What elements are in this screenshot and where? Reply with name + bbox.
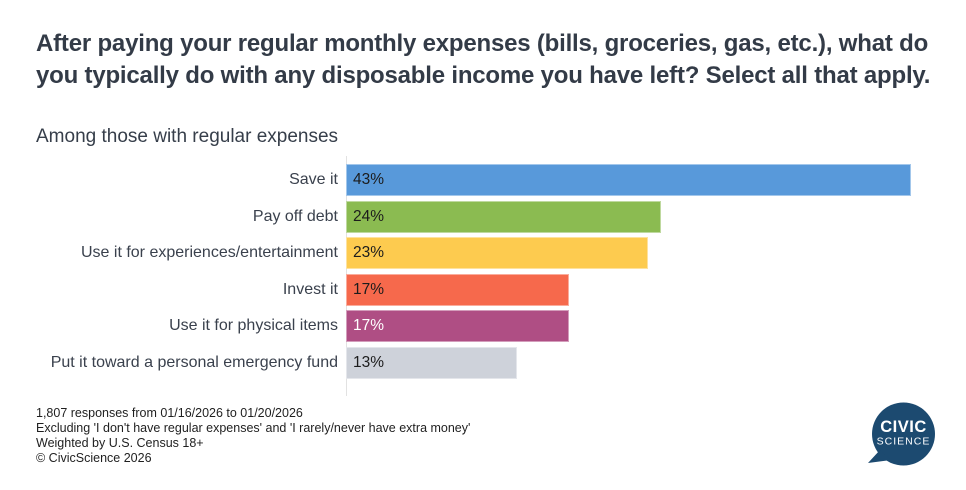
category-label: Pay off debt [252, 207, 338, 225]
logo-text-science: SCIENCE [877, 436, 931, 448]
bar-value-label: 13% [353, 353, 385, 371]
bar-row: Pay off debt 24% [28, 200, 938, 233]
bar: 13% [346, 346, 517, 379]
bar-value-label: 43% [353, 171, 385, 188]
bar-value-label: 23% [353, 244, 385, 261]
bar-row: Use it for experiences/entertainment 23% [28, 237, 938, 269]
bar: 17% [346, 273, 570, 306]
logo-bubble-tail [868, 450, 891, 463]
bar: 17% [346, 310, 570, 342]
bar: 24% [346, 200, 662, 233]
footnote-exclusions: Excluding 'I don't have regular expenses… [36, 421, 471, 435]
footnote-responses: 1,807 responses from 01/16/2026 to 01/20… [36, 406, 303, 420]
footnote-copyright: © CivicScience 2026 [36, 451, 152, 465]
footnote-weighting: Weighted by U.S. Census 18+ [36, 436, 204, 450]
bar-value-label: 24% [353, 207, 385, 225]
category-label: Put it toward a personal emergency fund [50, 353, 338, 371]
bar-row: Use it for physical items 17% [28, 310, 938, 342]
chart-title: After paying your regular monthly expens… [36, 30, 931, 89]
category-label: Use it for experiences/entertainment [80, 244, 338, 261]
category-label: Save it [289, 171, 338, 188]
category-label: Invest it [282, 280, 338, 298]
bar-value-label: 17% [353, 280, 385, 298]
logo-text-civic: CIVIC [880, 418, 927, 436]
chart-footnotes: 1,807 responses from 01/16/2026 to 01/20… [36, 406, 470, 466]
bar: 23% [346, 237, 649, 269]
bar-row: Save it 43% [28, 164, 938, 196]
chart-subtitle: Among those with regular expenses [36, 126, 339, 147]
category-label: Use it for physical items [169, 317, 338, 334]
bar-row: Put it toward a personal emergency fund 1… [28, 346, 938, 379]
bar-value-label: 17% [353, 317, 385, 334]
bar: 43% [346, 164, 911, 196]
bar-row: Invest it 17% [28, 273, 938, 306]
bar-chart: Save it 43% Pay off debt 24% Use it for expe… [28, 156, 938, 396]
civicscience-logo: CIVIC SCIENCE [868, 402, 935, 466]
logo-bubble-circle [872, 402, 935, 466]
